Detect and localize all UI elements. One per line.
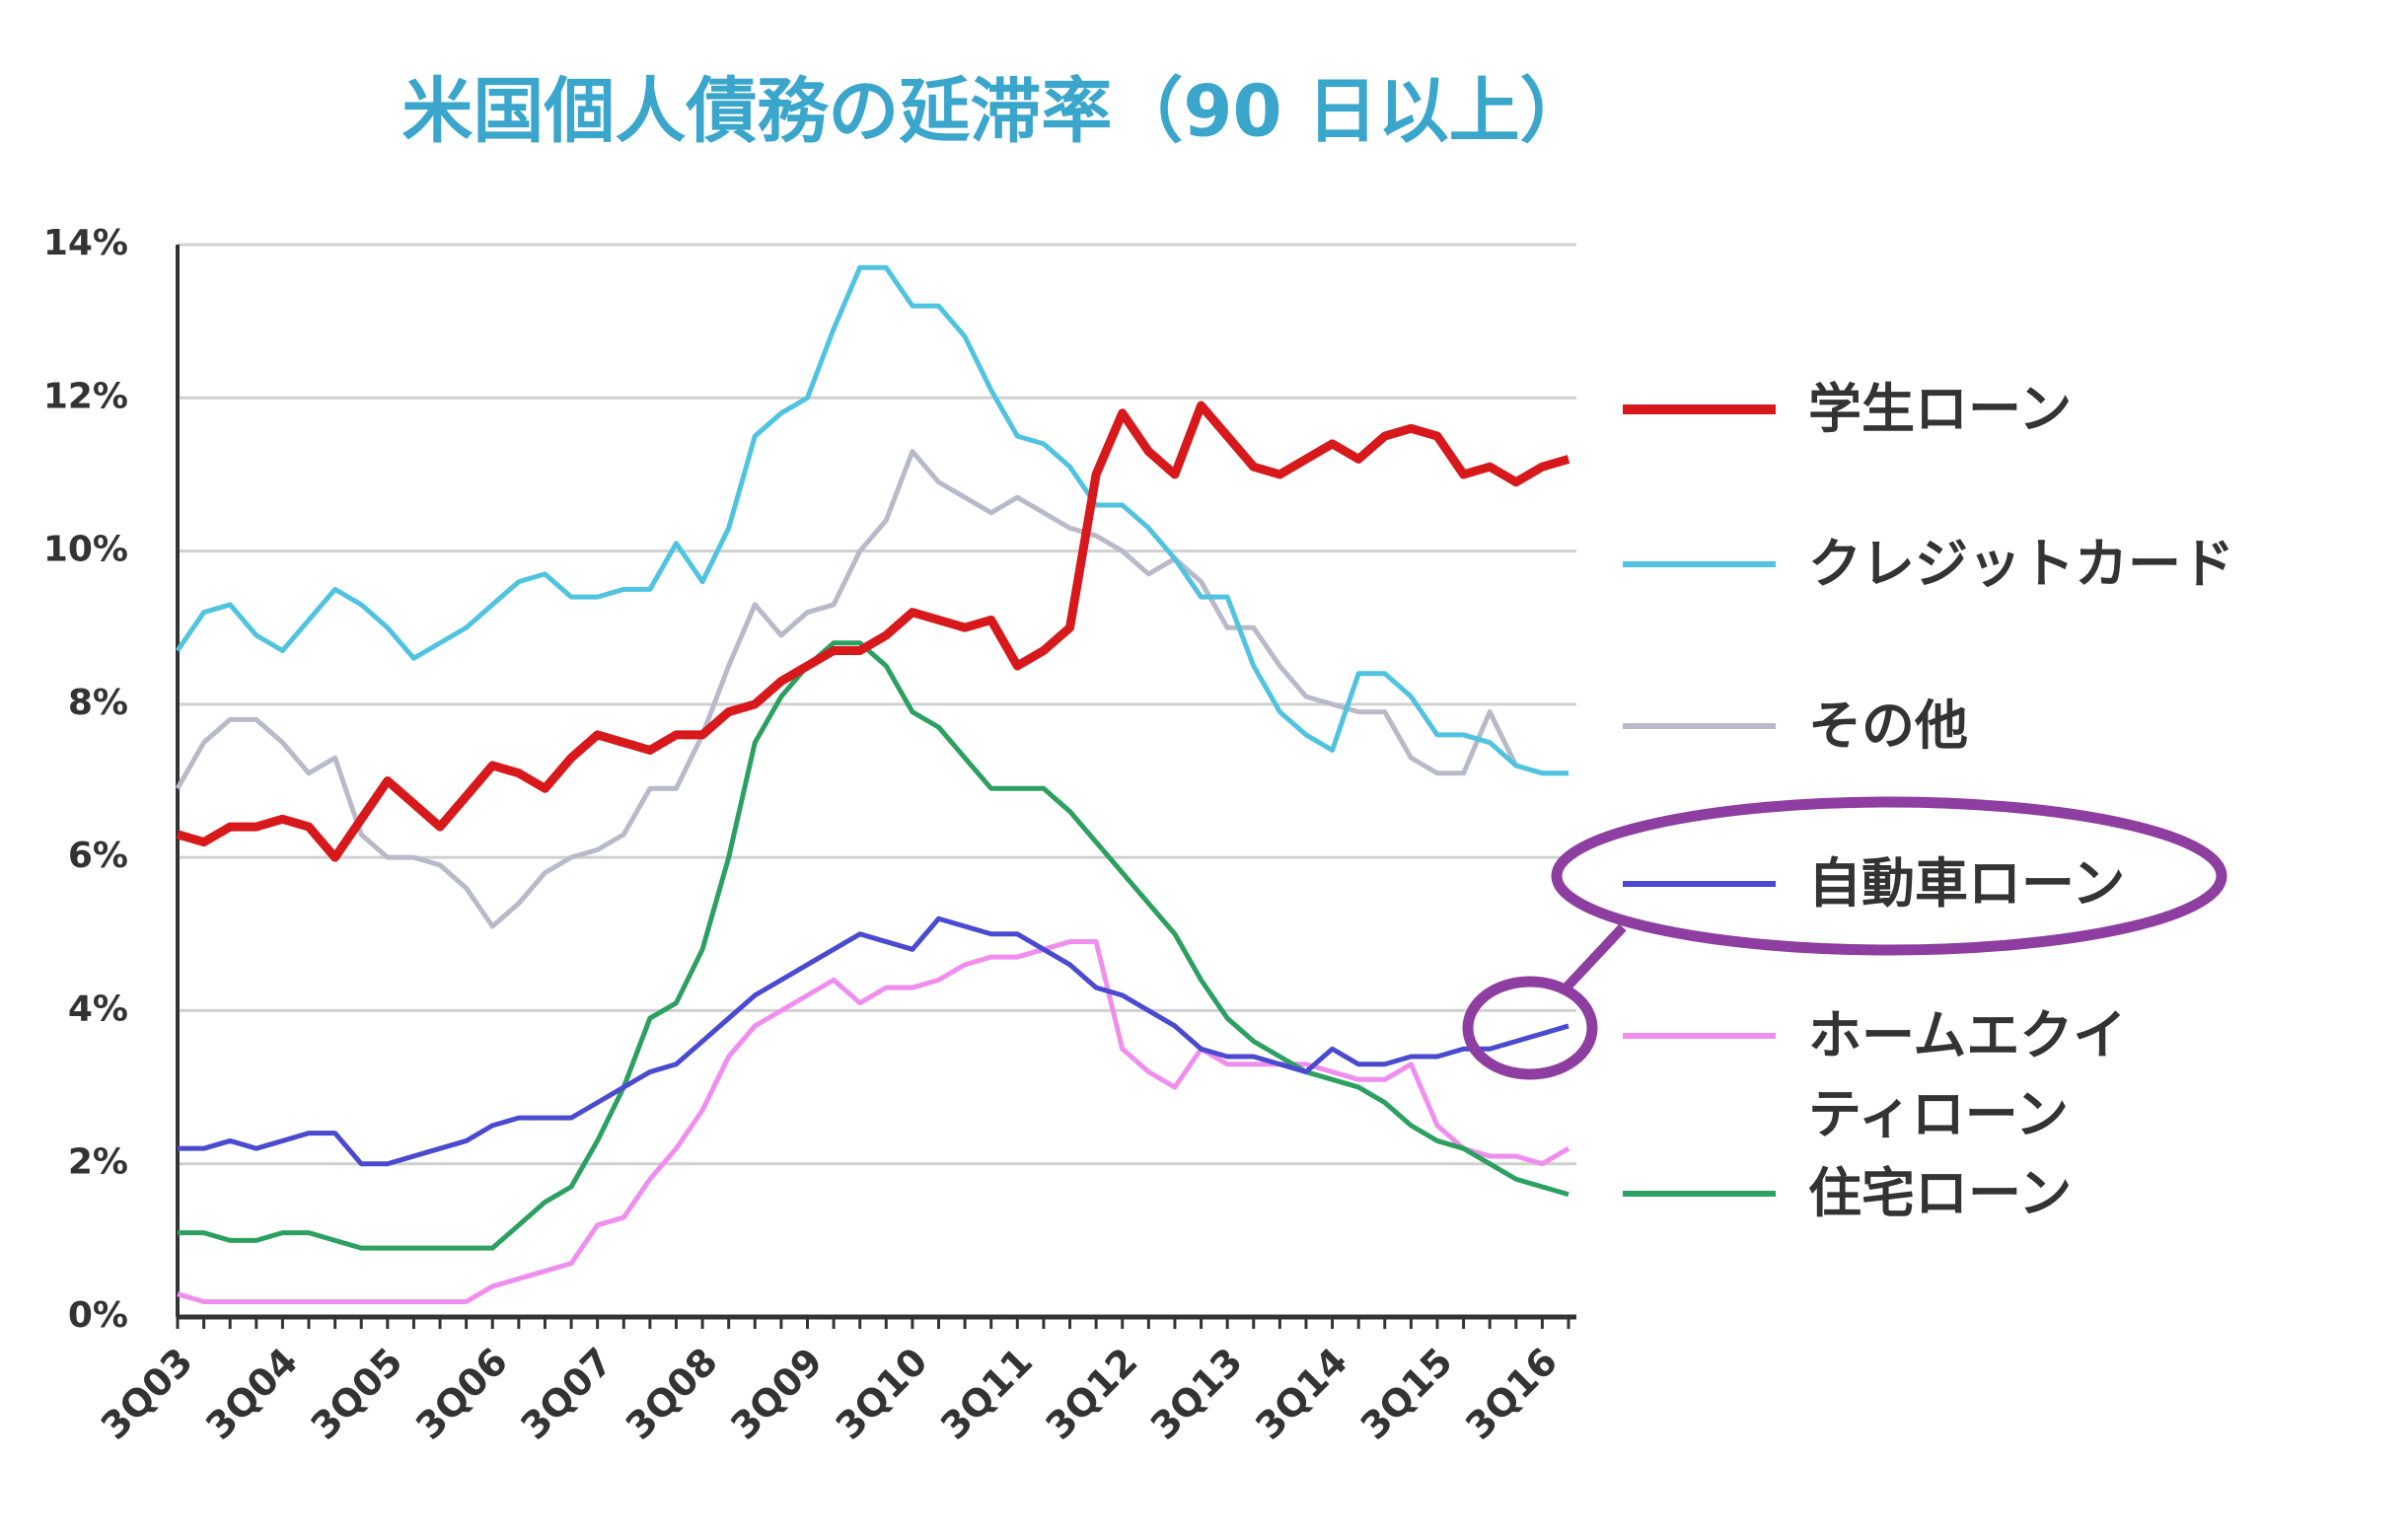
series-line [175,449,1569,929]
y-tick-label: 14% [43,223,128,263]
y-tick-label: 10% [43,530,128,570]
legend-label: 自動車ローン [1808,852,2126,915]
legend-label: その他 [1808,695,1968,757]
x-tick-label: 3Q06 [407,1340,516,1448]
series-line [178,915,1569,1167]
y-tick-label: 0% [68,1295,128,1336]
y-tick-label: 2% [68,1142,128,1183]
x-tick-label: 3Q15 [1352,1340,1461,1448]
y-tick-label: 6% [68,836,128,876]
legend-label: クレジットカード [1808,533,2234,595]
x-tick-label: 3Q09 [722,1340,831,1448]
series-line [177,939,1570,1304]
y-tick-label: 12% [43,376,128,416]
legend-label: 住宅ローン [1808,1162,2073,1224]
x-tick-label: 3Q07 [512,1340,620,1448]
x-tick-label: 3Q04 [197,1340,306,1448]
x-tick-label: 3Q12 [1037,1340,1145,1448]
legend-label: 学生ローン [1808,378,2073,440]
x-tick-label: 3Q13 [1142,1340,1251,1448]
x-tick-label: 3Q08 [618,1340,726,1448]
x-tick-label: 3Q11 [932,1340,1041,1448]
plot-area: 0%2%4%6%8%10%12%14%3Q033Q043Q053Q063Q073… [43,223,1576,1448]
connector-line [1561,923,1627,993]
x-tick-label: 3Q03 [93,1340,201,1448]
highlight-ellipse [1551,796,2227,956]
y-tick-label: 8% [68,683,128,723]
series-line [176,401,1570,862]
y-tick-label: 4% [68,988,128,1029]
legend-label: ホームエクイティローン [1808,1004,2127,1145]
x-tick-label: 3Q16 [1457,1340,1566,1448]
x-tick-label: 3Q05 [303,1340,411,1448]
series-line [175,264,1569,776]
series-line [178,640,1569,1251]
chart-title: 米国個人債務の延滞率（90 日以上） [401,70,1590,153]
highlight-ellipse [1462,976,1598,1080]
x-tick-label: 3Q10 [828,1340,936,1448]
x-tick-label: 3Q14 [1247,1340,1355,1448]
